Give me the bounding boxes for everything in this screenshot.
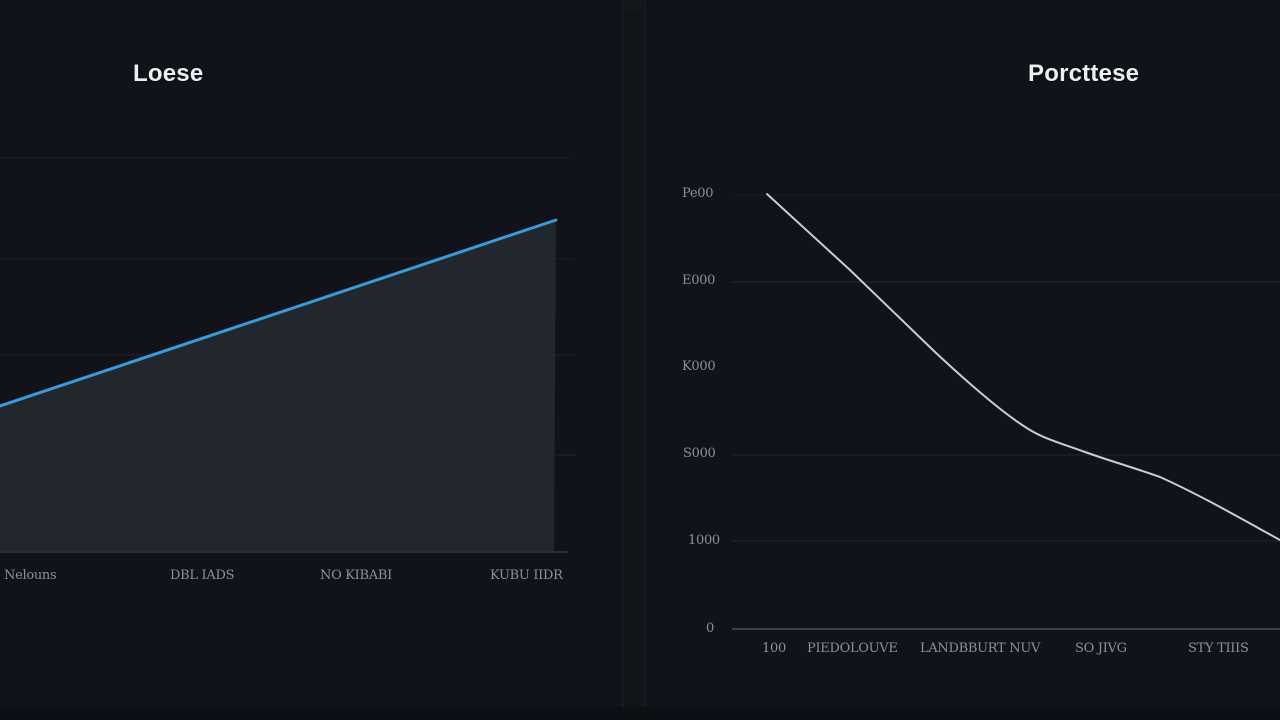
area-fill — [0, 220, 556, 552]
x-axis-label: 100 — [762, 641, 786, 656]
x-axis-label: KUBU IIDR — [490, 568, 563, 583]
right-chart-panel — [646, 0, 1280, 720]
right-chart-title: Porcttese — [1028, 60, 1140, 87]
x-axis-label: DBL IADS — [170, 568, 235, 583]
x-axis-label: PIEDOLOUVE — [807, 641, 898, 656]
x-axis-label: SO JIVG — [1075, 641, 1127, 656]
x-axis-label: NO KIBABI — [320, 568, 392, 583]
x-axis-label: STY TIIIS — [1188, 641, 1249, 656]
left-chart-title: Loese — [133, 60, 204, 87]
y-axis-label: 0 — [706, 621, 714, 636]
x-axis-label: Nelouns — [4, 568, 57, 583]
x-axis-label: LANDBBURT NUV — [920, 641, 1041, 656]
left-area-chart — [0, 157, 575, 553]
panel-divider — [622, 0, 624, 720]
y-axis-label: S000 — [683, 446, 716, 461]
y-axis-label: 1000 — [688, 533, 720, 548]
y-axis-label: E000 — [682, 273, 716, 288]
bottom-edge — [0, 707, 1280, 720]
panel-divider — [644, 0, 646, 720]
y-axis-label: Pe00 — [682, 186, 714, 201]
top-edge — [0, 0, 1280, 10]
y-axis-label: K000 — [682, 359, 716, 374]
series-line — [0, 218, 558, 408]
